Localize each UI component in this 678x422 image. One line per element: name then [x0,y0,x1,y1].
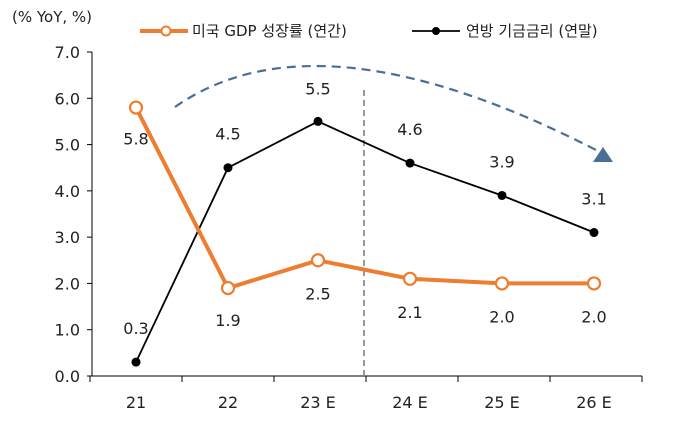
gdp-data-label: 5.8 [123,130,148,149]
y-tick-label: 6.0 [55,89,80,108]
y-tick-label: 7.0 [55,43,80,62]
data-labels: 5.8 1.9 2.5 2.1 2.0 2.0 0.3 4.5 5.5 4.6 3.9 3.1 [123,79,606,338]
gdp-point [494,276,510,291]
fed-rate-data-label: 4.5 [215,125,240,144]
fed-rate-point [131,357,141,367]
fed-rate-data-label: 0.3 [123,319,148,338]
series-layer [128,100,602,367]
axes: 0.0 1.0 2.0 3.0 4.0 5.0 6.0 7.0 21 22 23 E 24 E 25 E… [55,43,643,412]
x-tick-label: 24 E [392,393,428,412]
fed-rate-point [405,158,415,168]
gdp-point [220,280,236,296]
x-tick-label: 22 [218,393,238,412]
legend-label-fed-rate: 연방 기금금리 (연말) [466,22,598,40]
series-gdp-line [134,106,594,291]
y-tick-label: 2.0 [55,274,80,293]
y-axis-unit-label: (% YoY, %) [12,8,92,26]
fed-rate-data-label: 3.1 [581,190,606,209]
series-fed-rate-line [135,120,595,363]
y-tick-label: 1.0 [55,321,80,340]
legend: 미국 GDP 성장률 (연간) 연방 기금금리 (연말) [140,22,598,40]
fed-rate-data-label: 5.5 [305,79,330,98]
y-tick-label: 4.0 [55,182,80,201]
gdp-data-label: 1.9 [215,311,240,330]
fed-rate-point [223,163,233,173]
x-tick-label: 26 E [576,393,612,412]
legend-item-gdp: 미국 GDP 성장률 (연간) [140,22,347,40]
gdp-data-label: 2.5 [305,284,330,303]
x-tick-label: 23 E [300,393,336,412]
x-tick-label: 21 [126,393,146,412]
legend-swatch-gdp-marker [160,25,172,37]
gdp-point [128,100,144,115]
fed-rate-point [497,190,507,200]
fed-rate-point [313,116,323,126]
legend-item-fed-rate: 연방 기금금리 (연말) [412,22,598,40]
gdp-data-label: 2.1 [397,303,422,322]
fed-rate-point [589,228,599,238]
gdp-point [310,253,326,268]
trend-arrow-head [593,147,613,162]
gdp-point [402,271,418,286]
fed-rate-data-label: 4.6 [397,120,422,139]
y-tick-label: 3.0 [55,228,80,247]
x-tick-label: 25 E [484,393,520,412]
legend-swatch-fed-rate-marker [432,27,440,35]
y-tick-label: 0.0 [55,367,80,386]
trend-arrow-curve [174,64,599,152]
fed-rate-data-label: 3.9 [489,152,514,171]
gdp-data-label: 2.0 [581,307,606,326]
legend-label-gdp: 미국 GDP 성장률 (연간) [192,22,347,40]
gdp-point [586,276,602,291]
y-tick-label: 5.0 [55,136,80,155]
trend-arrow [174,64,613,162]
gdp-data-label: 2.0 [489,307,514,326]
